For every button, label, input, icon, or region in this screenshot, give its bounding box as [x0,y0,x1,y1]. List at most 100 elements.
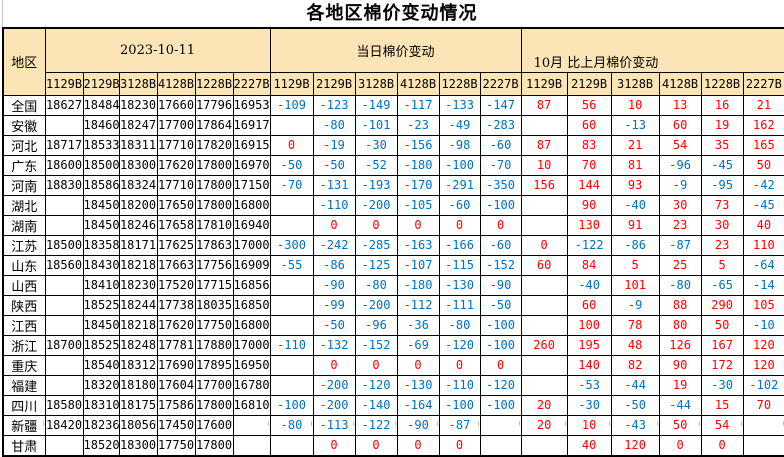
price-cell: 18500 [82,154,120,176]
price-cell: 18175 [118,394,158,416]
gridline-stub [396,421,438,426]
gridline-stub [44,421,82,426]
monthly-change-cell: 21 [742,94,784,116]
grade-column-header: 2227B [479,71,522,96]
price-cell: 18560 [44,254,84,276]
grade-column-header: 1129B [520,71,568,96]
price-cell: 16950 [232,354,271,376]
daily-change-cell: -23 [396,114,440,136]
daily-change-cell: 0 [438,434,481,456]
monthly-change-cell: -9 [658,174,702,196]
monthly-change-cell [520,294,568,316]
monthly-change-cell: 30 [700,214,744,236]
price-cell: 16810 [232,394,271,416]
daily-change-cell: -111 [438,294,481,316]
table-row: 江西 18450 18218 17620 17750 16800 -50 -96 -36 -80-… [2,314,784,336]
region-cell: 湖北 [2,194,46,216]
gridline-stub [479,421,520,426]
grade-column-header: 4128B [156,71,196,96]
region-cell: 甘肃 [2,434,46,456]
daily-change-cell: -30 [354,134,398,156]
monthly-change-cell: 120 [742,354,784,376]
monthly-change-cell: 25 [658,254,702,276]
monthly-change-cell: 80 [658,314,702,336]
price-cell: 17604 [156,374,196,396]
monthly-change-cell: 167 [700,334,744,356]
price-cell: 18180 [118,374,158,396]
monthly-change-cell: 56 [566,94,612,116]
table-row: 江苏 18500 18358 18171 17625 17863 17000 -300 -242… [2,234,784,256]
region-cell: 全国 [2,94,46,116]
daily-change-cell: -110 [269,334,314,356]
gridline-stub [700,421,742,426]
monthly-change-cell [520,434,568,456]
table-row: 重庆 18540 18312 17690 17895 16950 0 0 0 0 0 140 82 90 1… [2,354,784,376]
monthly-change-cell: 19 [700,114,744,136]
daily-change-cell: 0 [479,214,522,236]
monthly-change-cell: 87 [520,134,568,156]
grade-column-header: 1228B [438,71,481,96]
price-cell: 18540 [82,354,120,376]
daily-change-cell: -115 [438,254,481,276]
monthly-change-cell: 81 [610,154,660,176]
daily-change-cell: -80 [438,314,481,336]
monthly-change-cell: 156 [520,174,568,196]
daily-change-cell: 0 [312,354,356,376]
monthly-change-cell: 0 [658,434,702,456]
price-cell: 17800 [194,394,234,416]
price-cell: 17620 [156,314,196,336]
monthly-change-cell: 40 [742,214,784,236]
monthly-change-cell: -30 [566,394,612,416]
region-cell: 河南 [2,174,46,196]
price-cell: 18586 [82,174,120,196]
monthly-change-cell: 70 [742,394,784,416]
daily-change-cell: -99 [312,294,356,316]
daily-change-cell: -131 [312,174,356,196]
monthly-change-cell [520,214,568,236]
monthly-change-cell: 105 [742,294,784,316]
daily-change-cell: -152 [354,334,398,356]
price-cell [44,274,84,296]
daily-change-cell [479,434,522,456]
daily-change-cell: -147 [479,94,522,116]
monthly-change-cell: 83 [566,134,612,156]
monthly-change-cell: 144 [566,174,612,196]
monthly-change-cell: 20 [520,394,568,416]
monthly-change-cell: 10 [520,154,568,176]
region-cell: 福建 [2,374,46,396]
monthly-change-cell: -64 [742,254,784,276]
monthly-change-cell: -14 [742,274,784,296]
region-cell: 浙江 [2,334,46,356]
daily-change-cell: -69 [396,334,440,356]
monthly-change-cell: -86 [610,234,660,256]
date-group-header: 2023-10-11 [44,27,271,73]
monthly-change-cell: 50 [700,314,744,336]
daily-change-cell: -100 [479,314,522,336]
grade-column-header: 2129B [566,71,612,96]
monthly-change-cell: 10 [610,94,660,116]
daily-change-cell: -193 [354,174,398,196]
price-cell: 18247 [118,114,158,136]
price-cell: 17658 [156,214,196,236]
region-cell: 山东 [2,254,46,276]
daily-change-cell: -156 [396,134,440,156]
daily-change-cell [269,434,314,456]
daily-change-cell: -152 [479,254,522,276]
monthly-change-cell: 35 [700,134,744,156]
price-cell: 16953 [232,94,271,116]
monthly-change-cell: -45 [700,154,744,176]
price-cell [44,374,84,396]
region-cell: 安徽 [2,114,46,136]
monthly-change-cell: 40 [566,434,612,456]
monthly-change-cell: 60 [520,254,568,276]
region-cell: 山西 [2,274,46,296]
price-cell: 18580 [44,394,84,416]
price-cell: 18248 [118,334,158,356]
monthly-change-cell: 90 [566,194,612,216]
monthly-change-cell: 260 [520,334,568,356]
daily-change-cell: 0 [396,354,440,376]
price-cell: 18525 [82,334,120,356]
monthly-change-cell: 120 [742,334,784,356]
grade-column-header: 4128B [658,71,702,96]
